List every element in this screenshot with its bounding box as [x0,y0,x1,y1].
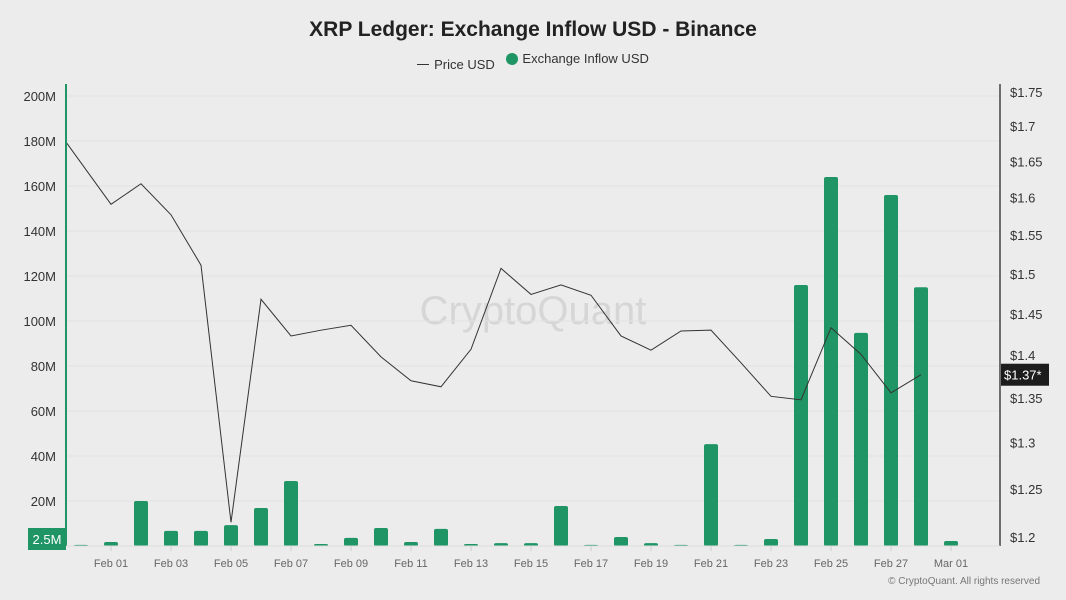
left-tick-label: 140M [23,224,56,239]
x-tick-label: Feb 15 [514,558,548,570]
right-tick-label: $1.35 [1010,391,1043,406]
left-tick-label: 200M [23,89,56,104]
right-tick-label: $1.55 [1010,228,1043,243]
x-tick-label: Feb 13 [454,558,488,570]
x-tick-label: Feb 09 [334,558,368,570]
bar-feb-23 [764,539,778,546]
bar-feb-28 [914,287,928,546]
bar-feb-10 [374,528,388,546]
x-tick-label: Mar 01 [934,558,968,570]
x-tick-label: Feb 07 [274,558,308,570]
bar-feb-02 [134,501,148,546]
legend: Price USD Exchange Inflow USD [0,51,1066,72]
left-current-label: 2.5M [33,532,62,547]
bar-feb-13 [464,543,478,546]
legend-label: Price USD [434,56,495,72]
bar-feb-03 [164,530,178,546]
left-tick-label: 20M [31,494,56,509]
bar-feb-08 [314,543,328,546]
right-current-badge [1001,363,1049,386]
bar-feb-26 [854,332,868,546]
x-tick-label: Feb 25 [814,558,848,570]
left-tick-label: 160M [23,179,56,194]
right-tick-label: $1.3 [1010,436,1035,451]
bar-mar-01 [944,541,958,546]
bar-feb-18 [614,537,628,546]
bar-feb-06 [254,507,268,546]
x-tick-label: Feb 01 [94,558,128,570]
right-tick-label: $1.7 [1010,119,1035,134]
bar-feb-01 [104,541,118,546]
x-tick-label: Feb 11 [394,558,427,570]
bar-feb-05 [224,525,238,546]
bar-feb-11 [404,541,418,546]
legend-item-inflow[interactable]: Exchange Inflow USD [506,51,649,66]
bar-feb-16 [554,505,568,546]
bar-feb-19 [644,543,658,546]
left-tick-label: 120M [23,269,56,284]
left-tick-label: 60M [31,404,56,419]
x-tick-label: Feb 21 [694,558,728,570]
right-tick-label: $1.6 [1010,191,1035,206]
right-tick-label: $1.2 [1010,530,1035,545]
price-line [65,141,922,523]
legend-item-price[interactable]: Price USD [417,57,495,72]
right-tick-label: $1.5 [1010,267,1035,282]
bar-feb-21 [704,444,718,546]
left-tick-label: 40M [31,449,56,464]
right-tick-label: $1.75 [1010,85,1043,100]
x-tick-label: Feb 05 [214,558,248,570]
bar-feb-24 [794,285,808,546]
bar-feb-12 [434,528,448,546]
left-tick-label: 180M [23,134,56,149]
right-tick-label: $1.65 [1010,154,1043,169]
x-tick-label: Feb 19 [634,558,668,570]
chart-title: XRP Ledger: Exchange Inflow USD - Binanc… [309,18,757,41]
bar-feb-15 [524,543,538,546]
x-tick-label: Feb 17 [574,558,608,570]
bar-feb-07 [284,480,298,546]
bar-feb-14 [494,543,508,546]
right-tick-label: $1.4 [1010,348,1035,363]
dot-swatch-icon [506,52,519,65]
right-tick-label: $1.45 [1010,307,1043,322]
line-swatch-icon [417,63,430,65]
bar-feb-09 [344,537,358,546]
right-tick-label: $1.25 [1010,482,1043,497]
x-tick-label: Feb 03 [154,558,188,570]
bar-feb-27 [884,195,898,546]
left-tick-label: 80M [31,359,56,374]
x-tick-label: Feb 23 [754,558,788,570]
left-tick-label: 100M [23,314,56,329]
bar-feb-25 [824,177,838,546]
left-current-badge [28,528,66,550]
watermark: CryptoQuant [420,289,647,333]
bar-feb-04 [194,530,208,546]
credit: © CryptoQuant. All rights reserved [888,576,1040,587]
right-current-label: $1.37* [1004,368,1042,383]
x-tick-label: Feb 27 [874,558,908,570]
legend-label: Exchange Inflow USD [522,51,649,66]
